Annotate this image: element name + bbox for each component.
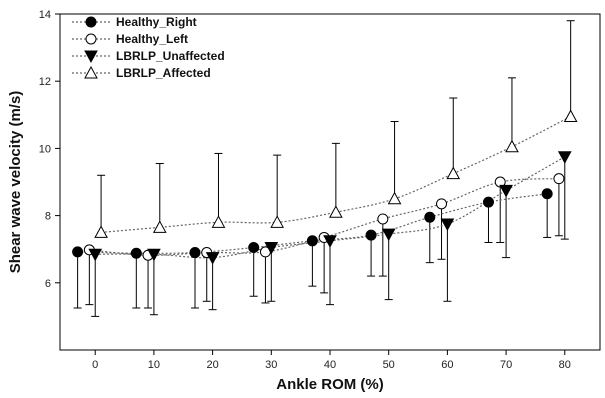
legend-entry-lbrlp-affected: LBRLP_Affected: [72, 65, 211, 80]
point-healthy-right: [541, 188, 553, 200]
point-healthy-right: [130, 247, 142, 259]
x-axis-title: Ankle ROM (%): [276, 376, 384, 393]
x-tick-label: 30: [265, 359, 277, 371]
x-tick-label: 20: [206, 359, 218, 371]
point-lbrlp-affected: [211, 215, 226, 228]
point-lbrlp-unaffected: [381, 228, 396, 242]
point-healthy-right: [72, 246, 84, 258]
y-tick-label: 10: [39, 143, 51, 155]
point-healthy-left: [377, 213, 389, 225]
point-lbrlp-affected: [387, 191, 402, 205]
point-healthy-left: [494, 176, 506, 188]
legend-label-lbrlp-affected: LBRLP_Affected: [116, 66, 211, 80]
point-lbrlp-affected: [446, 166, 461, 180]
point-healthy-right: [306, 235, 318, 247]
point-lbrlp-unaffected: [499, 184, 513, 198]
point-healthy-left: [553, 173, 565, 185]
legend-entry-lbrlp-unaffected: LBRLP_Unaffected: [72, 49, 225, 64]
point-lbrlp-affected: [152, 220, 167, 233]
y-tick-label: 8: [45, 211, 51, 223]
legend-label-healthy-left: Healthy_Left: [116, 32, 188, 46]
point-lbrlp-unaffected: [88, 248, 103, 262]
x-tick-label: 60: [441, 359, 453, 371]
x-tick-label: 80: [559, 359, 571, 371]
point-lbrlp-unaffected: [440, 218, 455, 232]
legend: Healthy_Right Healthy_Left LBRLP_Unaffec…: [72, 15, 225, 80]
x-tick-label: 70: [500, 359, 512, 371]
x-tick-label: 40: [324, 359, 336, 371]
legend-marker-healthy-left: [85, 33, 97, 45]
error-bars: [73, 20, 575, 317]
axis-ticks: 0 10 20 30 40 50 60 70 80 6 8 10 12 14: [39, 9, 571, 371]
point-lbrlp-unaffected: [323, 235, 337, 248]
legend-marker-lbrlp-unaffected: [84, 50, 98, 64]
point-healthy-right: [248, 242, 260, 254]
x-tick-label: 10: [148, 359, 160, 371]
series-markers: [72, 109, 578, 265]
point-lbrlp-unaffected: [205, 252, 220, 265]
legend-entry-healthy-left: Healthy_Left: [72, 32, 188, 46]
point-lbrlp-unaffected: [557, 151, 572, 164]
y-tick-label: 14: [39, 9, 51, 21]
legend-label-lbrlp-unaffected: LBRLP_Unaffected: [116, 49, 225, 63]
legend-entry-healthy-right: Healthy_Right: [72, 15, 197, 29]
point-healthy-left: [436, 198, 448, 210]
y-axis-title: Shear wave velocity (m/s): [7, 91, 24, 274]
point-lbrlp-affected: [505, 139, 519, 153]
point-healthy-right: [482, 196, 494, 208]
point-lbrlp-affected: [94, 225, 108, 238]
x-tick-label: 50: [383, 359, 395, 371]
point-healthy-right: [365, 229, 377, 241]
point-lbrlp-affected: [270, 215, 285, 228]
y-tick-label: 6: [45, 278, 51, 290]
point-healthy-right: [424, 211, 436, 223]
point-healthy-right: [189, 247, 201, 259]
legend-marker-lbrlp-affected: [84, 65, 98, 79]
point-lbrlp-unaffected: [147, 248, 161, 262]
point-lbrlp-affected: [563, 109, 578, 122]
legend-marker-healthy-right: [85, 16, 97, 28]
point-lbrlp-affected: [329, 205, 343, 218]
x-tick-label: 0: [92, 359, 98, 371]
y-tick-label: 12: [39, 76, 51, 88]
legend-label-healthy-right: Healthy_Right: [116, 15, 197, 29]
point-lbrlp-unaffected: [264, 242, 279, 255]
